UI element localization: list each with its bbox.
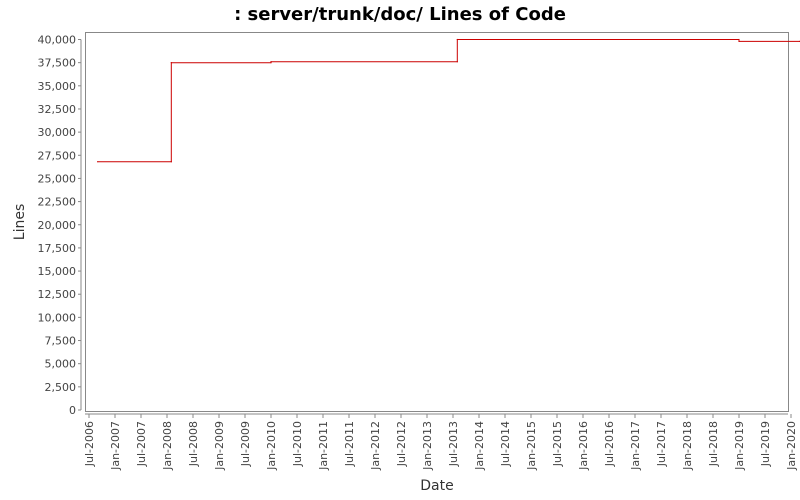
x-axis: Jul-2006 Jan-2007 Jul-2007 Jan-2008 Jul-2008… xyxy=(83,413,798,471)
x-tick-label: Jul-2018 xyxy=(707,421,720,467)
x-axis-label: Date xyxy=(420,478,453,494)
x-tick-label: Jul-2012 xyxy=(395,421,408,467)
data-point xyxy=(270,61,272,63)
y-tick-label: 40,000 xyxy=(38,34,77,47)
x-tick-label: Jan-2010 xyxy=(265,421,278,471)
data-point xyxy=(170,62,172,64)
series-line xyxy=(97,39,800,163)
y-tick-label: 15,000 xyxy=(38,265,77,278)
x-tick-label: Jul-2013 xyxy=(447,421,460,467)
x-tick-label: Jan-2017 xyxy=(629,421,642,471)
y-tick-label: 32,500 xyxy=(38,103,77,116)
x-tick-label: Jul-2011 xyxy=(343,421,356,467)
plot-area xyxy=(85,32,789,412)
x-tick-label: Jan-2020 xyxy=(785,421,798,471)
y-tick-label: 2,500 xyxy=(45,381,77,394)
x-tick-label: Jan-2007 xyxy=(109,421,122,471)
y-tick-label: 10,000 xyxy=(38,311,77,324)
x-tick-label: Jan-2014 xyxy=(473,421,486,471)
data-point xyxy=(170,161,172,163)
x-tick-label: Jul-2019 xyxy=(759,421,772,467)
y-tick-label: 22,500 xyxy=(38,196,77,209)
chart-title: : server/trunk/doc/ Lines of Code xyxy=(234,4,566,25)
y-tick-label: 37,500 xyxy=(38,57,77,70)
y-tick-label: 0 xyxy=(69,404,76,417)
x-tick-label: Jan-2018 xyxy=(681,421,694,471)
y-axis-label: Lines xyxy=(12,204,28,240)
x-tick-label: Jan-2011 xyxy=(317,421,330,471)
x-tick-label: Jan-2019 xyxy=(733,421,746,471)
x-tick-label: Jan-2016 xyxy=(577,421,590,471)
data-point xyxy=(456,38,458,41)
data-point xyxy=(270,62,272,64)
y-tick-label: 5,000 xyxy=(45,358,77,371)
x-tick-label: Jul-2008 xyxy=(187,421,200,467)
x-tick-label: Jul-2015 xyxy=(551,421,564,467)
y-tick-label: 27,500 xyxy=(38,149,77,162)
y-tick-label: 30,000 xyxy=(38,126,77,139)
x-tick-label: Jan-2013 xyxy=(421,421,434,471)
x-tick-label: Jul-2017 xyxy=(655,421,668,467)
y-tick-label: 7,500 xyxy=(45,335,77,348)
x-tick-label: Jan-2015 xyxy=(525,421,538,471)
series-layer xyxy=(97,38,800,163)
data-point xyxy=(456,61,458,63)
data-point xyxy=(738,38,740,41)
y-axis: 0 2,500 5,000 7,500 10,000 12,500 15,000 17,500… xyxy=(38,34,82,417)
y-tick-label: 25,000 xyxy=(38,172,77,185)
x-tick-label: Jan-2008 xyxy=(161,421,174,471)
x-tick-label: Jul-2016 xyxy=(603,421,616,467)
y-tick-label: 35,000 xyxy=(38,80,77,93)
x-tick-label: Jul-2009 xyxy=(239,421,252,467)
y-tick-label: 17,500 xyxy=(38,242,77,255)
y-tick-label: 12,500 xyxy=(38,288,77,301)
data-point xyxy=(97,161,99,163)
x-tick-label: Jul-2007 xyxy=(135,421,148,467)
x-tick-label: Jul-2010 xyxy=(291,421,304,467)
data-point xyxy=(738,40,740,42)
x-tick-label: Jul-2014 xyxy=(499,421,512,467)
y-tick-label: 20,000 xyxy=(38,219,77,232)
x-tick-label: Jul-2006 xyxy=(83,421,96,467)
x-tick-label: Jan-2009 xyxy=(213,421,226,471)
x-tick-label: Jan-2012 xyxy=(369,421,382,471)
